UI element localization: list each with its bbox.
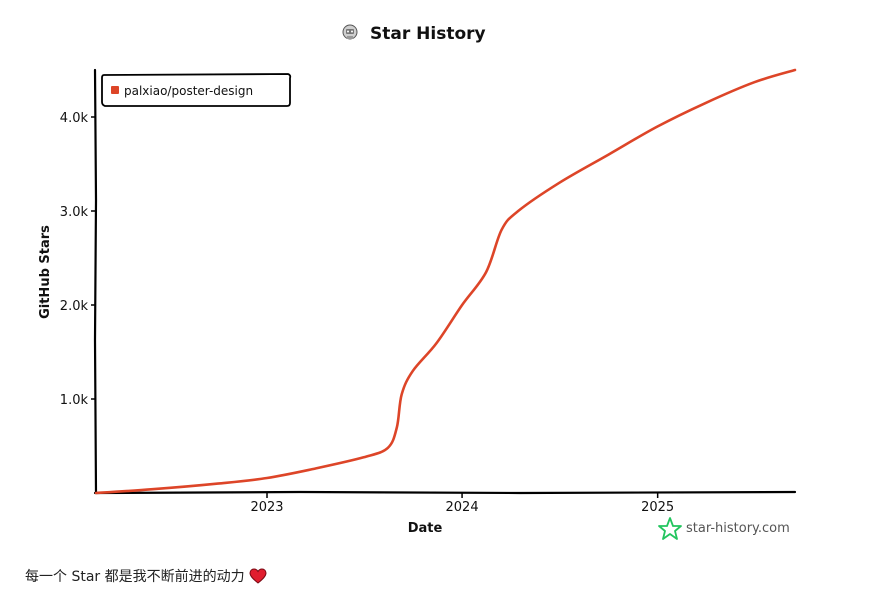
series-line — [94, 68, 797, 495]
y-tick-label: 2.0k — [60, 299, 89, 314]
heart-icon — [249, 568, 267, 584]
legend-label: palxiao/poster-design — [124, 84, 253, 98]
star-history-watermark[interactable]: star-history.com — [658, 517, 790, 540]
x-tick-label: 2024 — [446, 500, 479, 515]
chart-title-group: Star History — [342, 24, 486, 44]
x-axis-label: Date — [408, 521, 443, 536]
watermark-text: star-history.com — [686, 521, 790, 536]
y-ticks: 1.0k 2.0k 3.0k 4.0k — [60, 111, 96, 408]
y-tick-label: 1.0k — [60, 393, 89, 408]
legend-box — [101, 73, 292, 107]
x-tick-label: 2025 — [641, 500, 674, 515]
x-ticks: 2023 2024 2025 — [250, 493, 674, 515]
legend-swatch — [111, 86, 119, 94]
y-tick-label: 3.0k — [60, 205, 89, 220]
chart-title: Star History — [370, 24, 486, 44]
star-history-logo-icon — [658, 517, 682, 540]
series-layer — [94, 68, 797, 495]
legend: palxiao/poster-design — [101, 73, 292, 107]
axes — [93, 68, 797, 495]
footer: 每一个 Star 都是我不断前进的动力 — [25, 566, 267, 586]
y-axis-label: GitHub Stars — [38, 225, 53, 319]
y-tick-label: 4.0k — [60, 111, 89, 126]
x-tick-label: 2023 — [250, 500, 283, 515]
star-history-chart: Star History 1.0k2.0k3.0k4.0k 2023 2024 20… — [38, 24, 797, 540]
y-axis-line — [93, 68, 98, 495]
robot-avatar-icon — [342, 24, 358, 40]
footer-text: 每一个 Star 都是我不断前进的动力 — [25, 569, 245, 585]
x-axis-line — [93, 490, 797, 495]
